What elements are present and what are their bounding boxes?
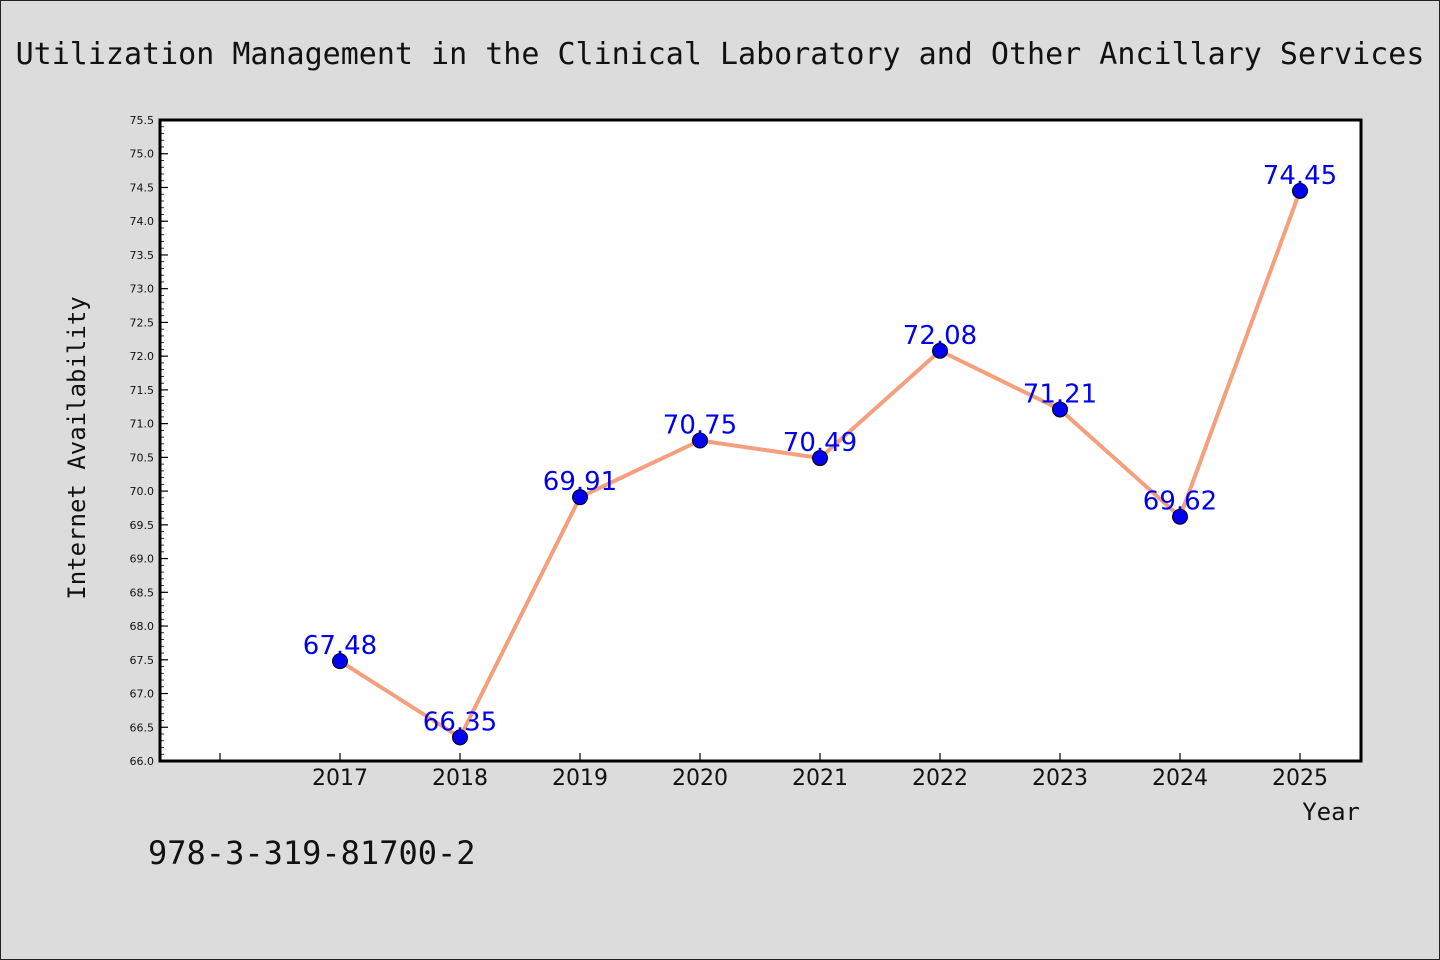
y-tick-label-15: 73.5 (130, 249, 155, 262)
plot-area (158, 118, 1363, 763)
data-point-2022 (932, 342, 948, 359)
data-label-2024: 69.62 (1143, 487, 1217, 517)
y-tick-label-2: 67.0 (130, 688, 155, 701)
data-point-2020 (692, 432, 708, 449)
y-tick-label-1: 66.5 (130, 721, 155, 734)
y-tick-label-8: 70.0 (130, 485, 155, 498)
x-tick-label-8: 2025 (1272, 766, 1328, 791)
data-label-2025: 74.45 (1263, 161, 1337, 191)
data-points (332, 182, 1308, 746)
data-label-2020: 70.75 (663, 411, 737, 441)
y-tick-label-18: 75.0 (130, 148, 155, 161)
y-axis: 66.0 66.5 67.0 67.5 68.0 68.5 69.0 69.5 70.0 70.5… (130, 114, 168, 768)
x-tick-label-3: 2020 (672, 766, 728, 791)
y-tick-label-17: 74.5 (130, 181, 155, 194)
data-point-2025 (1292, 182, 1308, 199)
chart-title: Utilization Management in the Clinical L… (16, 37, 1425, 72)
y-tick-label-13: 72.5 (130, 316, 155, 329)
x-tick-label-0: 2017 (312, 766, 368, 791)
y-tick-label-9: 70.5 (130, 451, 155, 464)
x-axis-title: Year (1302, 798, 1360, 826)
data-point-2023 (1052, 401, 1068, 418)
data-point-2018 (452, 729, 468, 746)
x-tick-label-7: 2024 (1152, 766, 1208, 791)
y-tick-label-0: 66.0 (130, 755, 155, 768)
data-labels: 67.48 66.35 69.91 70.75 70.49 72.08 71.21 69.62… (303, 161, 1337, 738)
x-tick-label-2: 2019 (552, 766, 608, 791)
y-axis-title: Internet Availability (63, 296, 91, 599)
data-point-2017 (332, 653, 348, 670)
y-tick-label-5: 68.5 (130, 586, 155, 599)
data-point-2021 (812, 450, 828, 467)
isbn-text: 978-3-319-81700-2 (148, 834, 476, 872)
y-tick-label-3: 67.5 (130, 654, 155, 667)
y-tick-label-6: 69.0 (130, 553, 155, 566)
y-tick-label-19: 75.5 (130, 114, 155, 127)
y-tick-label-14: 73.0 (130, 283, 155, 296)
data-point-2024 (1172, 508, 1188, 525)
y-tick-label-10: 71.0 (130, 418, 155, 431)
data-point-2019 (572, 489, 588, 506)
x-tick-label-4: 2021 (792, 766, 848, 791)
y-tick-label-11: 71.5 (130, 384, 155, 397)
x-tick-label-5: 2022 (912, 766, 968, 791)
y-tick-label-4: 68.0 (130, 620, 155, 633)
x-tick-label-1: 2018 (432, 766, 488, 791)
data-label-2022: 72.08 (903, 321, 977, 351)
data-label-2017: 67.48 (303, 631, 377, 661)
x-axis: 2017 2018 2019 2020 2021 2022 2023 2024 2025 (219, 753, 1328, 791)
data-label-2018: 66.35 (423, 707, 497, 737)
y-tick-label-16: 74.0 (130, 215, 155, 228)
data-label-2019: 69.91 (543, 467, 617, 497)
data-label-2021: 70.49 (783, 428, 857, 458)
y-tick-label-12: 72.0 (130, 350, 155, 363)
data-label-2023: 71.21 (1023, 379, 1097, 409)
y-tick-label-7: 69.5 (130, 519, 155, 532)
x-tick-label-6: 2023 (1032, 766, 1088, 791)
